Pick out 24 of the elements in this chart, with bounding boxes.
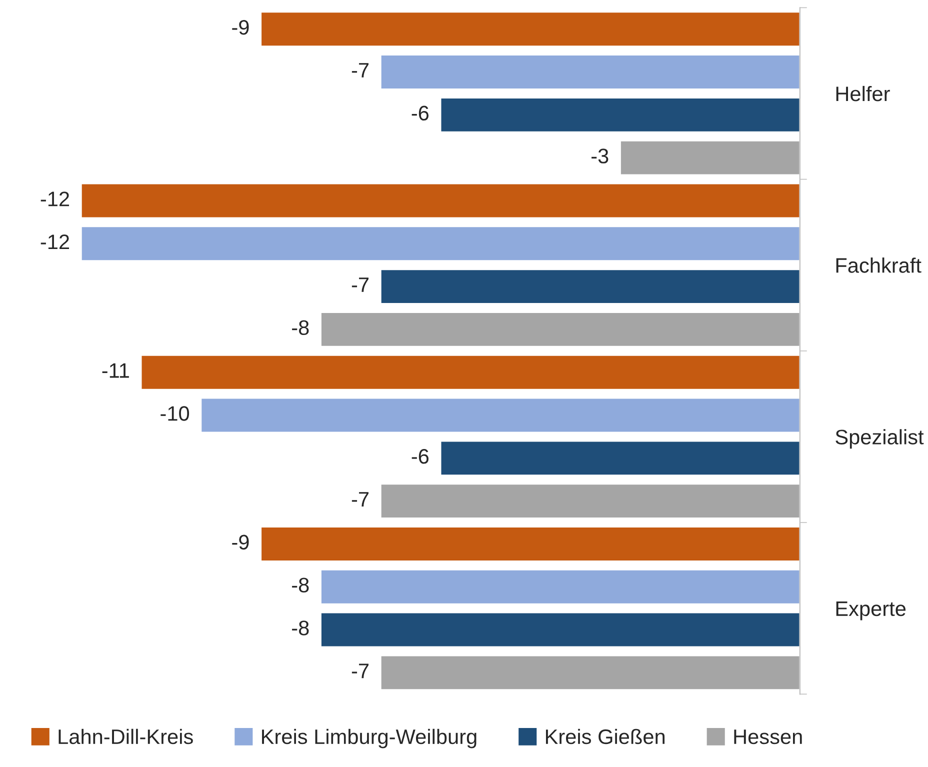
legend-label: Lahn-Dill-Kreis — [58, 728, 193, 744]
data-label: -9 — [232, 20, 249, 35]
data-label: -12 — [40, 234, 70, 250]
data-label: -8 — [292, 620, 309, 636]
legend-label: Kreis Gießen — [546, 728, 664, 744]
y-tick-label: Experte — [836, 602, 906, 620]
y-tick-label: Fachkraft — [836, 258, 922, 273]
data-label: -11 — [102, 363, 129, 378]
legend-label: Hessen — [734, 730, 802, 744]
data-label: -7 — [352, 492, 368, 506]
data-label: -7 — [352, 278, 368, 292]
data-label: -7 — [352, 63, 368, 78]
data-label: -3 — [592, 148, 608, 164]
data-label: -6 — [412, 449, 429, 464]
data-label: -9 — [232, 534, 249, 550]
y-tick-label: Helfer — [836, 86, 890, 102]
data-label: -8 — [292, 578, 309, 592]
data-label: -6 — [412, 106, 429, 121]
data-label: -8 — [292, 320, 309, 336]
legend-label: Kreis Limburg-Weilburg — [262, 728, 476, 748]
data-label: -10 — [160, 406, 190, 421]
y-tick-label: Spezialist — [836, 429, 924, 449]
data-label: -7 — [352, 664, 368, 678]
data-label: -12 — [40, 192, 70, 206]
